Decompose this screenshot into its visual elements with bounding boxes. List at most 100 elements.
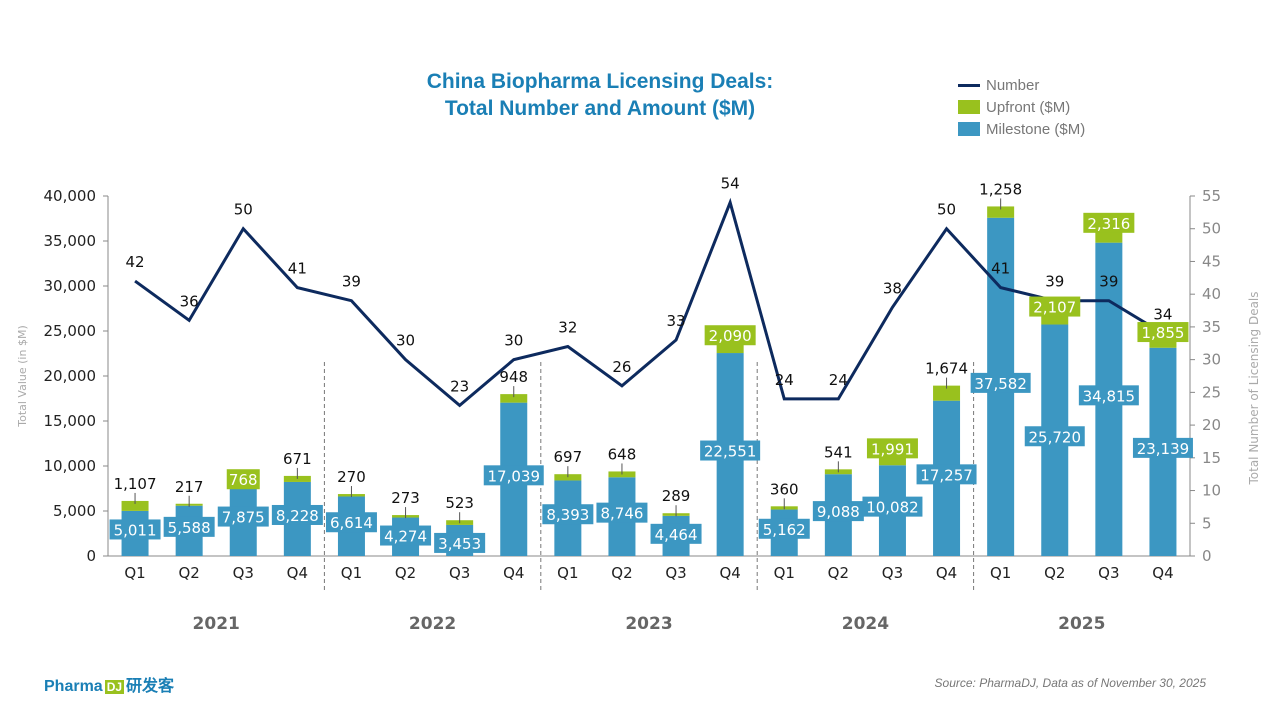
milestone-label-box — [970, 372, 1031, 393]
x-tick-label: Q4 — [936, 564, 957, 582]
x-tick-label: Q1 — [557, 564, 578, 582]
upfront-label: 671 — [283, 450, 312, 468]
x-tick-label: Q2 — [395, 564, 416, 582]
number-label: 24 — [775, 371, 794, 389]
year-label: 2025 — [1058, 614, 1105, 634]
milestone-label-box — [483, 465, 544, 486]
milestone-label: 23,139 — [1137, 440, 1190, 458]
milestone-label: 4,464 — [655, 526, 698, 544]
number-line — [134, 197, 1164, 408]
y2-tick-label: 55 — [1202, 187, 1221, 205]
x-tick-label: Q3 — [882, 564, 903, 582]
legend-line-swatch — [958, 83, 980, 87]
milestone-label: 6,614 — [330, 514, 373, 532]
upfront-bar — [121, 500, 149, 511]
number-label: 36 — [180, 292, 199, 310]
y2-tick-label: 50 — [1202, 220, 1221, 238]
year-label: 2024 — [842, 614, 889, 634]
number-label: 38 — [883, 279, 902, 297]
number-label: 33 — [667, 312, 686, 330]
number-label: 54 — [721, 175, 740, 193]
y2-tick-label: 45 — [1202, 252, 1221, 270]
milestone-label: 34,815 — [1083, 387, 1136, 405]
upfront-label: 270 — [337, 468, 366, 486]
milestone-label: 8,393 — [546, 506, 589, 524]
upfront-label-box — [1137, 322, 1189, 343]
y2-tick-label: 20 — [1202, 416, 1221, 434]
milestone-label-box — [163, 516, 215, 537]
x-tick-label: Q4 — [719, 564, 740, 582]
milestone-label: 5,011 — [114, 521, 157, 539]
milestone-label-box — [434, 532, 486, 553]
y-tick-label: 5,000 — [53, 502, 96, 520]
number-label: 39 — [1045, 273, 1064, 291]
x-tick-label: Q3 — [1098, 564, 1119, 582]
upfront-label: 289 — [662, 487, 691, 505]
number-label: 50 — [234, 201, 253, 219]
x-tick-label: Q2 — [1044, 564, 1065, 582]
milestone-label-box — [380, 525, 432, 546]
title-line-1: China Biopharma Licensing Deals: — [426, 70, 774, 93]
y2-tick-label: 40 — [1202, 285, 1221, 303]
y2-tick-label: 0 — [1202, 547, 1212, 565]
milestone-label-box — [1132, 437, 1193, 458]
milestone-label-box — [542, 504, 594, 525]
x-tick-label: Q1 — [990, 564, 1011, 582]
upfront-label: 697 — [554, 448, 583, 466]
milestone-label: 25,720 — [1029, 428, 1082, 446]
year-label: 2023 — [625, 614, 672, 634]
number-label: 34 — [1153, 305, 1172, 323]
upfront-bar — [554, 474, 582, 481]
x-tick-label: Q4 — [287, 564, 308, 582]
y-tick-label: 0 — [86, 547, 96, 565]
x-tick-label: Q3 — [233, 564, 254, 582]
number-label: 39 — [1099, 273, 1118, 291]
milestone-label: 7,875 — [222, 509, 265, 527]
upfront-label: 1,674 — [925, 360, 968, 378]
upfront-label: 273 — [391, 489, 420, 507]
x-tick-label: Q4 — [503, 564, 524, 582]
upfront-label: 1,991 — [871, 440, 914, 458]
x-tick-label: Q1 — [124, 564, 145, 582]
y-axis-title: Total Value (in $M) — [16, 325, 29, 428]
number-label: 50 — [937, 201, 956, 219]
logo: Pharma DJ 研发客 — [44, 678, 175, 695]
x-tick-label: Q3 — [449, 564, 470, 582]
upfront-label: 768 — [229, 471, 258, 489]
y2-tick-label: 25 — [1202, 383, 1221, 401]
upfront-bar — [283, 475, 311, 482]
upfront-label: 1,107 — [114, 475, 157, 493]
y-tick-label: 35,000 — [44, 232, 97, 250]
milestone-label: 5,588 — [168, 519, 211, 537]
y2-tick-label: 35 — [1202, 318, 1221, 336]
upfront-bar — [987, 206, 1015, 218]
upfront-bar — [933, 385, 961, 401]
upfront-bar — [500, 394, 528, 403]
upfront-label: 523 — [445, 494, 474, 512]
x-tick-label: Q3 — [665, 564, 686, 582]
number-label: 23 — [450, 377, 469, 395]
milestone-label: 22,551 — [704, 443, 757, 461]
y-tick-label: 30,000 — [44, 277, 97, 295]
upfront-label: 1,855 — [1141, 324, 1184, 342]
legend-number: Number — [958, 74, 1085, 96]
milestone-label-box — [812, 501, 864, 522]
legend-milestone: Milestone ($M) — [958, 118, 1085, 140]
milestone-label: 37,582 — [974, 375, 1027, 393]
y2-axis-title: Total Number of Licensing Deals — [1247, 291, 1261, 485]
y-tick-label: 15,000 — [44, 412, 97, 430]
milestone-label-box — [650, 523, 702, 544]
number-label: 41 — [288, 260, 307, 278]
x-tick-label: Q4 — [1152, 564, 1173, 582]
milestone-label-box — [325, 512, 377, 533]
milestone-label-box — [271, 504, 323, 525]
milestone-label-box — [596, 502, 648, 523]
upfront-label: 948 — [499, 368, 528, 386]
upfront-label: 360 — [770, 480, 799, 498]
y-tick-label: 25,000 — [44, 322, 97, 340]
y2-tick-label: 30 — [1202, 351, 1221, 369]
y2-tick-label: 10 — [1202, 482, 1221, 500]
title-line-2: Total Number and Amount ($M) — [444, 97, 756, 120]
source-note: Source: PharmaDJ, Data as of November 30… — [934, 676, 1206, 690]
milestone-label: 9,088 — [817, 503, 860, 521]
